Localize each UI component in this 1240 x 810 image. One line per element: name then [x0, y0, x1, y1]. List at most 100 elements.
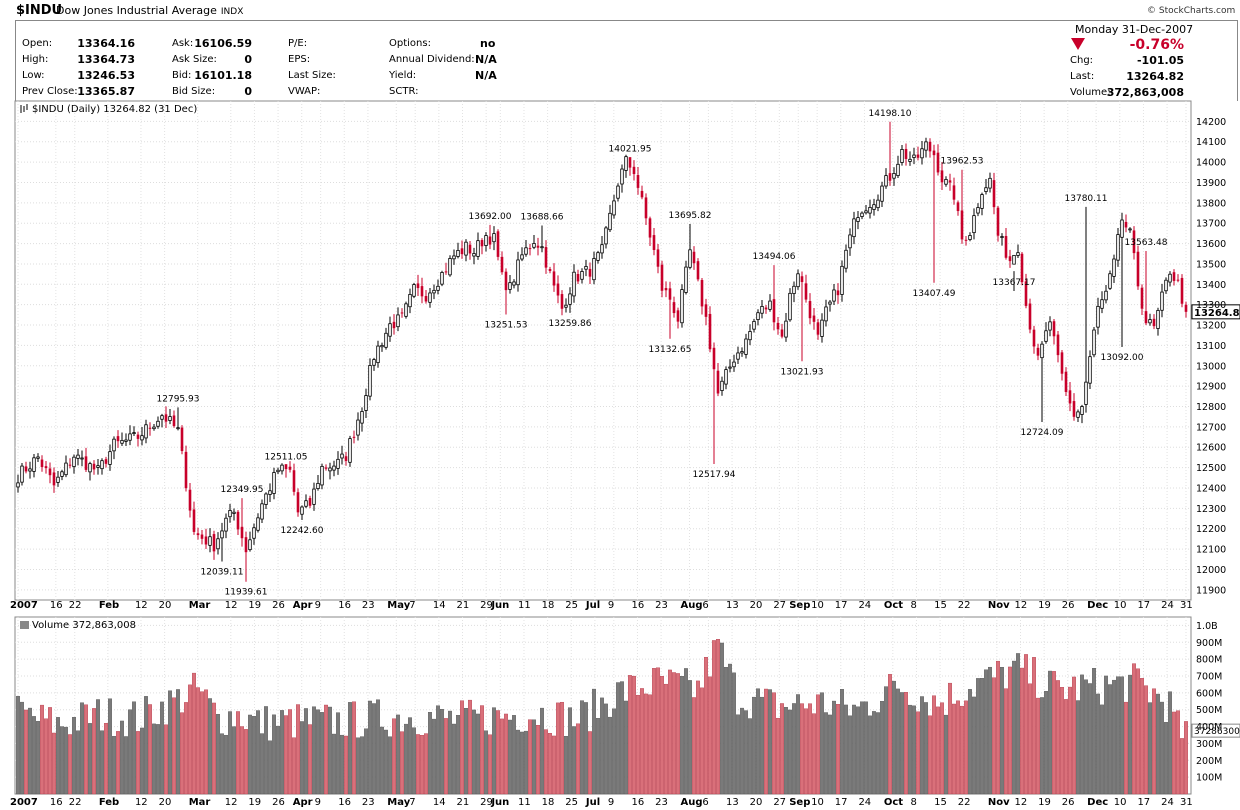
- volume-bar: [788, 709, 792, 795]
- price-candle: [876, 194, 880, 212]
- volume-bar: [600, 697, 604, 795]
- volume-bar: [508, 719, 512, 795]
- volume-bar: [164, 724, 168, 795]
- volume-bar: [1160, 701, 1164, 795]
- volume-bar: [1048, 670, 1052, 795]
- price-candle: [1164, 277, 1168, 294]
- date-tick-label: Nov: [988, 797, 1010, 808]
- price-candle: [928, 138, 932, 158]
- price-tick-label: 13400: [1196, 280, 1226, 291]
- price-candle: [988, 172, 992, 193]
- price-candle: [264, 492, 268, 509]
- price-annotation: 13251.53: [485, 321, 528, 331]
- volume-bar: [1028, 683, 1032, 795]
- price-annotation: 13688.66: [521, 213, 564, 223]
- volume-bar: [468, 699, 472, 795]
- date-tick-label: 14: [433, 600, 446, 611]
- volume-bar: [1088, 683, 1092, 795]
- volume-bar: [988, 666, 992, 795]
- volume-bar: [268, 740, 272, 795]
- price-annotation: 14021.95: [609, 145, 652, 155]
- price-candle: [152, 423, 156, 431]
- price-candle: [608, 204, 612, 233]
- price-candle: [92, 460, 96, 475]
- price-candle: [856, 210, 860, 230]
- symbol[interactable]: $INDU: [16, 3, 63, 18]
- volume-bar: [880, 701, 884, 795]
- price-annotation: 12511.05: [265, 452, 308, 462]
- volume-bar: [996, 660, 1000, 795]
- price-candle: [632, 160, 636, 181]
- price-candle: [620, 164, 624, 193]
- volume-bar: [336, 712, 340, 795]
- price-candle: [836, 283, 840, 304]
- volume-bar: [24, 709, 28, 795]
- volume-bar: [1128, 674, 1132, 795]
- stockcharts-logo[interactable]: © StockCharts.com: [1147, 6, 1236, 16]
- chg-value: -101.05: [1136, 54, 1184, 67]
- price-candle: [328, 462, 332, 480]
- price-candle: [916, 146, 920, 161]
- volume-bar: [888, 674, 892, 795]
- price-candle: [768, 294, 772, 312]
- price-candle: [816, 318, 820, 340]
- volume-bar: [568, 707, 572, 795]
- volume-bar: [124, 736, 128, 795]
- price-candle: [424, 289, 428, 304]
- volume-bar: [272, 714, 276, 795]
- date-tick-label: 22: [69, 797, 82, 808]
- volume-bar: [736, 714, 740, 795]
- date-tick-label: 25: [565, 797, 578, 808]
- volume-bar: [624, 700, 628, 795]
- volume-bar: [696, 680, 700, 795]
- date-tick-label: 12: [225, 600, 238, 611]
- price-candle: [1052, 319, 1056, 345]
- price-candle: [828, 299, 832, 312]
- date-tick-label: Oct: [884, 797, 903, 808]
- price-tick-label: 13200: [1196, 321, 1226, 332]
- price-candle: [524, 239, 528, 257]
- volume-bar: [416, 734, 420, 795]
- volume-bar: [668, 669, 672, 795]
- volume-bar: [360, 736, 364, 795]
- price-candle: [24, 461, 28, 474]
- date-tick-label: 16: [50, 600, 63, 611]
- price-candle: [1100, 291, 1104, 314]
- volume-bar: [1148, 702, 1152, 795]
- volume-bar: [364, 728, 368, 795]
- price-candle: [176, 407, 180, 431]
- volume-bar: [768, 689, 772, 795]
- price-candle: [756, 309, 760, 326]
- annual-dividend-label: Annual Dividend:: [389, 54, 475, 65]
- price-candle: [864, 204, 868, 215]
- volume-bar: [156, 724, 160, 795]
- volume-bar: [912, 705, 916, 795]
- volume-bar: [528, 719, 532, 795]
- volume-bar: [1016, 653, 1020, 795]
- vwap-label: VWAP:: [288, 86, 321, 97]
- price-candle: [1044, 322, 1048, 344]
- price-candle: [288, 461, 292, 473]
- volume-bar: [792, 703, 796, 795]
- date-tick-label: 20: [750, 797, 763, 808]
- price-candle: [1016, 244, 1020, 259]
- volume-bar: [712, 640, 716, 795]
- volume-tick-label: 100M: [1196, 773, 1222, 784]
- volume-bar: [168, 690, 172, 795]
- price-candle: [532, 235, 536, 250]
- price-candle: [1144, 251, 1148, 326]
- yield-value: N/A: [475, 69, 497, 82]
- volume-bar: [892, 680, 896, 795]
- volume-bar: [192, 672, 196, 795]
- chg-label: Chg:: [1070, 55, 1094, 66]
- price-candle: [108, 444, 112, 471]
- date-tick-label: 27: [773, 600, 786, 611]
- volume-tick-label: 1.0B: [1196, 621, 1218, 632]
- volume-bar: [1164, 722, 1168, 795]
- volume-bar: [692, 697, 696, 795]
- volume-bar: [1112, 679, 1116, 795]
- volume-bar: [676, 673, 680, 795]
- price-annotation: 13692.00: [469, 212, 512, 222]
- price-candle: [168, 408, 172, 425]
